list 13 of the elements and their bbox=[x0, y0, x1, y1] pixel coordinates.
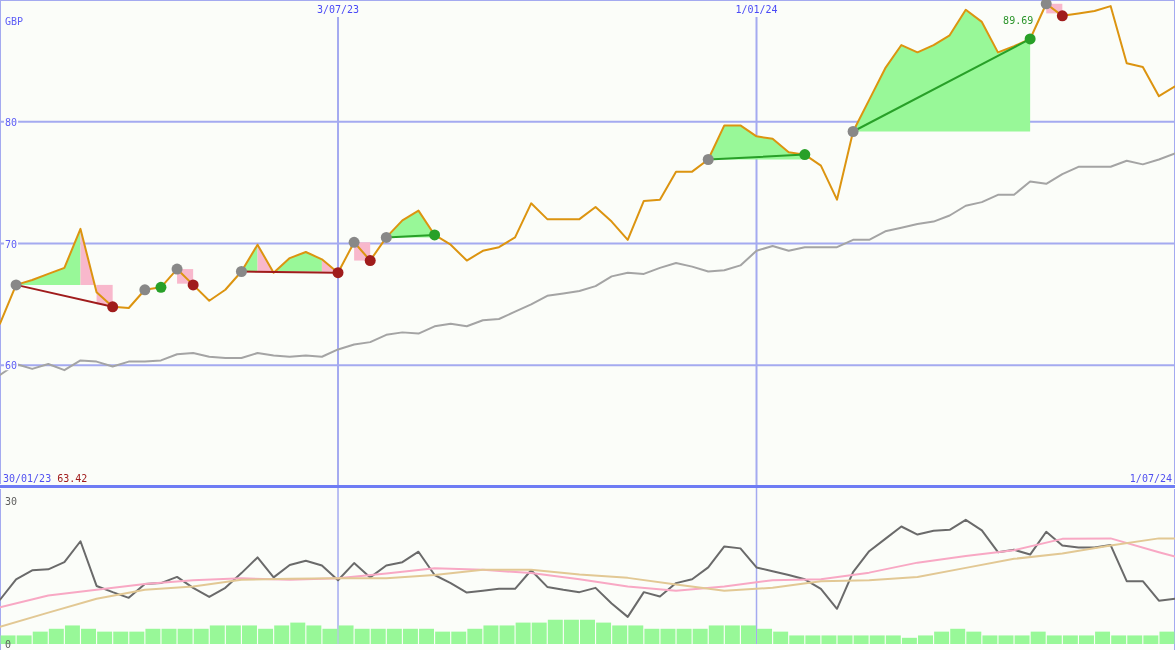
annotation: 30/01/23 bbox=[3, 473, 52, 484]
bar bbox=[161, 628, 177, 644]
annotation: 1/07/24 bbox=[1129, 473, 1172, 484]
x-tick-label: 1/01/24 bbox=[735, 4, 778, 15]
annotation: 89.69 bbox=[1003, 14, 1034, 26]
y-tick-label: 70 bbox=[5, 238, 18, 250]
bar bbox=[998, 635, 1014, 644]
annotation: 63.42 bbox=[57, 473, 88, 484]
y-tick-label: 60 bbox=[5, 360, 18, 372]
x-tick-label: 3/07/23 bbox=[316, 4, 360, 15]
y-axis-title: GBP bbox=[5, 16, 24, 27]
y-tick-label: 30 bbox=[5, 496, 18, 508]
y-tick-label: 80 bbox=[5, 116, 18, 128]
